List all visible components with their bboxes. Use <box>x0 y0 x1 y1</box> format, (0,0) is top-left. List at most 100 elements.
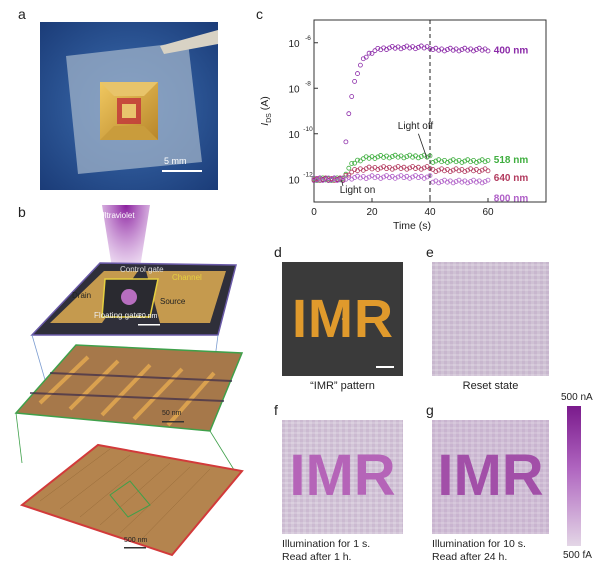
data-point <box>436 180 442 186</box>
colorbar-top-label: 500 nA <box>561 392 593 403</box>
data-point <box>427 166 433 171</box>
colorbar-bottom-label: 500 fA <box>563 550 592 561</box>
data-point <box>320 176 326 182</box>
data-point <box>352 78 357 84</box>
x-tick-label: 0 <box>311 207 317 218</box>
data-point <box>352 160 357 166</box>
data-point <box>433 169 439 174</box>
control-gate-label: Control gate <box>120 265 164 274</box>
data-point <box>436 167 442 173</box>
panel-label-g: g <box>426 402 434 418</box>
series-640-nm <box>311 164 491 184</box>
data-point <box>352 167 357 172</box>
data-point <box>363 54 369 60</box>
data-point <box>415 175 421 181</box>
data-point <box>462 169 468 174</box>
data-point <box>343 139 349 145</box>
data-point <box>450 180 456 186</box>
data-point <box>378 175 384 181</box>
scale-label-bottom: 500 nm <box>124 537 148 544</box>
data-point <box>401 155 407 161</box>
data-point <box>375 45 381 51</box>
data-point <box>476 169 482 174</box>
data-point <box>485 168 491 174</box>
data-point <box>424 174 430 180</box>
data-point <box>395 174 401 180</box>
data-point <box>410 154 416 160</box>
caption-g-line1: Illumination for 10 s. <box>432 538 526 550</box>
data-point <box>436 47 442 53</box>
data-point <box>442 168 447 174</box>
data-point <box>468 179 474 184</box>
data-point <box>323 176 328 182</box>
data-point <box>331 178 337 184</box>
device-photo: 5 mm <box>40 22 218 190</box>
panel-label-e: e <box>426 244 434 260</box>
data-point <box>462 158 468 164</box>
illumination-1s-image: IMR <box>282 420 403 534</box>
data-point <box>444 160 450 165</box>
panel-label-a: a <box>18 6 26 22</box>
imr-written-text-g: IMR <box>437 443 544 508</box>
x-tick-label: 40 <box>424 207 436 218</box>
data-point <box>444 47 450 52</box>
light-off-pointer <box>418 133 428 159</box>
y-tick-exponent: -6 <box>305 35 311 42</box>
uv-spot <box>121 289 137 305</box>
data-point <box>439 159 445 165</box>
data-point <box>482 179 488 184</box>
scale-bar-a <box>162 170 202 172</box>
data-point <box>453 179 459 184</box>
imr-pattern-image: IMR <box>282 262 403 376</box>
data-point <box>485 177 491 183</box>
x-tick-label: 60 <box>482 207 494 218</box>
data-point <box>389 154 395 159</box>
data-point <box>395 154 401 160</box>
data-point <box>433 158 439 164</box>
scale-label-top: 20 nm <box>138 313 158 320</box>
data-point <box>334 176 340 182</box>
data-point <box>381 174 386 180</box>
data-point <box>447 158 453 164</box>
imr-written-text-f: IMR <box>289 443 396 508</box>
data-point <box>465 47 471 53</box>
data-point <box>378 165 384 171</box>
data-point <box>366 174 372 180</box>
data-point <box>456 168 462 174</box>
data-point <box>392 165 398 171</box>
data-point <box>442 48 447 54</box>
series-800-nm <box>311 173 491 186</box>
data-point <box>471 48 476 54</box>
data-point <box>346 165 352 171</box>
light-on-pointer <box>341 180 344 187</box>
y-tick-label: 10 <box>288 175 300 186</box>
data-point <box>450 47 456 53</box>
colorbar <box>567 406 581 546</box>
data-point <box>479 47 485 53</box>
caption-d: “IMR” pattern <box>310 380 375 392</box>
data-point <box>401 175 407 181</box>
data-point <box>346 111 352 117</box>
caption-f-line1: Illumination for 1 s. <box>282 538 371 550</box>
data-point <box>479 180 485 186</box>
data-point <box>421 165 427 171</box>
scale-label-a: 5 mm <box>164 156 187 166</box>
data-point <box>459 160 465 165</box>
data-point <box>372 175 378 181</box>
caption-f-line2: Read after 1 h. <box>282 551 352 563</box>
caption-g-line2: Read after 24 h. <box>432 551 508 563</box>
x-tick-label: 20 <box>366 207 378 218</box>
data-point <box>326 177 331 183</box>
data-point <box>340 177 346 183</box>
data-point <box>427 46 433 52</box>
data-point <box>485 48 491 54</box>
data-point <box>349 161 355 166</box>
data-point <box>456 48 462 54</box>
data-point <box>427 173 433 179</box>
data-point <box>358 62 363 68</box>
data-point <box>355 157 360 163</box>
illumination-10s-image: IMR <box>432 420 549 534</box>
data-point <box>424 154 430 160</box>
series-label: 518 nm <box>494 155 529 166</box>
data-point <box>465 180 471 186</box>
